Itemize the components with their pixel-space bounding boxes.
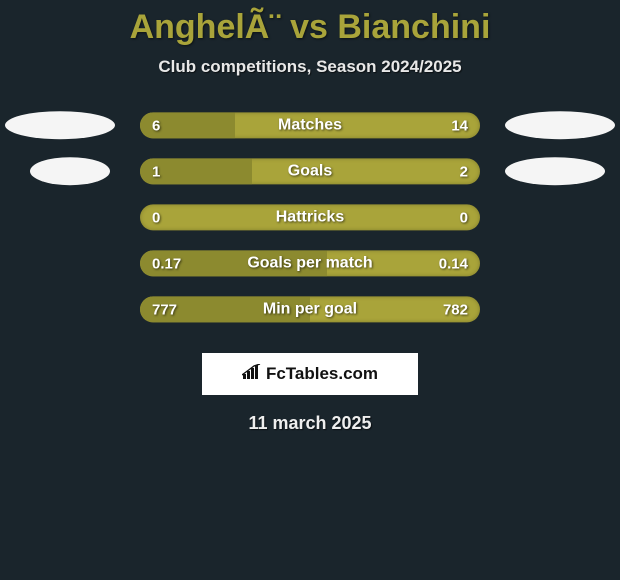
chart-icon — [242, 364, 262, 385]
brand-badge[interactable]: FcTables.com — [202, 353, 418, 395]
player-left-avatar — [5, 111, 115, 139]
stat-label: Matches — [140, 112, 480, 138]
player-right-avatar — [505, 157, 605, 185]
stat-bar: 0 Hattricks 0 — [140, 204, 480, 230]
stat-value-right: 2 — [448, 158, 480, 184]
stat-label: Hattricks — [140, 204, 480, 230]
stat-value-right: 0 — [448, 204, 480, 230]
player-right-avatar — [505, 111, 615, 139]
stat-row: 6 Matches 14 — [0, 105, 620, 151]
stat-bar: 0.17 Goals per match 0.14 — [140, 250, 480, 276]
stat-value-right: 782 — [431, 296, 480, 322]
stat-row: 0.17 Goals per match 0.14 — [0, 243, 620, 289]
stat-label: Goals — [140, 158, 480, 184]
stat-row: 1 Goals 2 — [0, 151, 620, 197]
stat-value-right: 0.14 — [427, 250, 480, 276]
page-subtitle: Club competitions, Season 2024/2025 — [0, 57, 620, 77]
player-left-avatar — [30, 157, 110, 185]
stat-bar: 777 Min per goal 782 — [140, 296, 480, 322]
brand-text: FcTables.com — [266, 364, 378, 384]
comparison-card: AnghelÃ¨ vs Bianchini Club competitions,… — [0, 0, 620, 580]
stat-bar: 6 Matches 14 — [140, 112, 480, 138]
stat-bar: 1 Goals 2 — [140, 158, 480, 184]
stat-value-right: 14 — [439, 112, 480, 138]
stat-row: 777 Min per goal 782 — [0, 289, 620, 335]
date-label: 11 march 2025 — [0, 413, 620, 434]
stats-block: 6 Matches 14 1 Goals 2 0 Hattricks 0 — [0, 105, 620, 335]
stat-label: Min per goal — [140, 296, 480, 322]
page-title: AnghelÃ¨ vs Bianchini — [0, 0, 620, 47]
stat-row: 0 Hattricks 0 — [0, 197, 620, 243]
